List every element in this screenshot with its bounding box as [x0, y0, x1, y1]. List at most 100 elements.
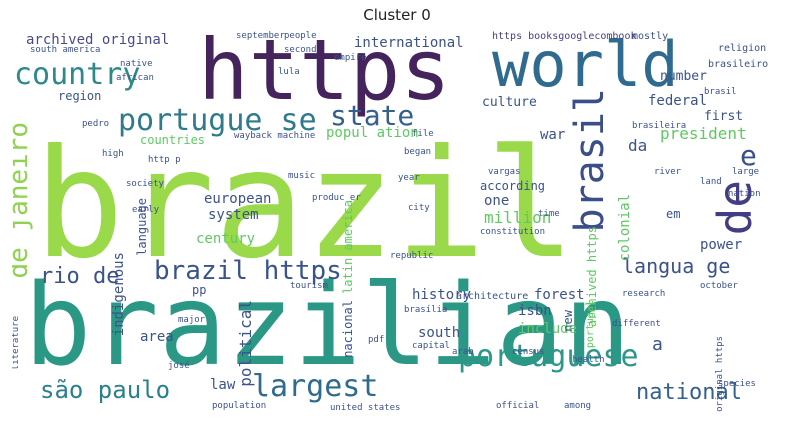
- word-cloud-word: culture: [482, 95, 537, 110]
- word-cloud-word: http p: [148, 155, 181, 165]
- word-cloud-word: brasil: [704, 87, 737, 97]
- word-cloud-word: wayback machine: [234, 131, 316, 141]
- word-cloud-word: among: [564, 401, 592, 411]
- word-cloud-word: major: [178, 315, 206, 325]
- word-cloud-word: popul ation: [326, 125, 419, 141]
- word-cloud-word: portugue se: [118, 103, 317, 138]
- word-cloud-word: according: [480, 179, 546, 193]
- word-cloud-word: century: [196, 231, 256, 247]
- word-cloud-word: early: [132, 205, 160, 215]
- word-cloud-word: countries: [140, 133, 206, 147]
- word-cloud-word: began: [404, 147, 432, 157]
- word-cloud-word: federal: [648, 93, 708, 109]
- word-cloud-word: arab: [452, 347, 474, 357]
- word-cloud-word: rio de: [40, 264, 120, 289]
- word-cloud-word: large: [732, 167, 760, 177]
- word-cloud-word: high: [102, 149, 124, 159]
- word-cloud-word: são paulo: [40, 376, 171, 404]
- word-cloud-word: world: [492, 30, 679, 101]
- word-cloud-word: brasília: [404, 305, 448, 315]
- word-cloud-word: united states: [330, 403, 401, 413]
- word-cloud-word: brazil https: [154, 256, 342, 286]
- word-cloud-word: vargas: [488, 167, 521, 177]
- word-cloud-word: time: [538, 209, 560, 219]
- word-cloud-word: lula: [278, 67, 300, 77]
- word-cloud-word: file: [412, 129, 434, 139]
- word-cloud-word: literature: [12, 316, 21, 371]
- word-cloud-word: country: [14, 57, 141, 92]
- word-cloud-word: original https: [715, 336, 725, 412]
- word-cloud-word: nacional: [341, 300, 355, 358]
- word-cloud-word: indigenous: [111, 252, 127, 337]
- word-cloud-word: portuguese: [458, 339, 639, 374]
- word-cloud-word: josé: [168, 361, 190, 371]
- word-cloud-word: produc er: [312, 193, 361, 203]
- word-cloud-word: da: [628, 136, 648, 155]
- word-cloud-word: city: [408, 203, 430, 213]
- word-cloud-word: mostly: [632, 31, 669, 42]
- word-cloud-word: em: [666, 207, 681, 221]
- word-cloud-word: european: [204, 191, 272, 207]
- word-cloud-word: river: [654, 167, 682, 177]
- word-cloud-word: a: [652, 334, 663, 355]
- word-cloud-word: architecture: [456, 291, 529, 302]
- word-cloud-word: one: [484, 193, 510, 209]
- word-cloud-word: october: [700, 281, 738, 291]
- word-cloud-word: history: [412, 287, 472, 303]
- word-cloud-word: society: [126, 179, 164, 189]
- word-cloud-word: health: [572, 355, 605, 365]
- word-cloud-word: south america: [30, 45, 101, 55]
- word-cloud-word: https: [198, 30, 451, 119]
- word-cloud-word: archived original: [26, 32, 170, 48]
- word-cloud-word: pdf: [368, 335, 385, 345]
- word-cloud-word: land: [700, 177, 722, 187]
- word-cloud-word: largest: [252, 369, 379, 404]
- word-cloud-word: music: [288, 171, 316, 181]
- word-cloud-word: second: [284, 45, 317, 55]
- word-cloud-word: african: [116, 73, 154, 83]
- word-cloud-word: area: [140, 329, 174, 345]
- word-cloud-word: portugal: [585, 300, 596, 349]
- word-cloud-word: different: [612, 319, 661, 329]
- word-cloud-word: tourism: [290, 281, 328, 291]
- word-cloud-word: pedro: [82, 119, 110, 129]
- word-cloud-word: international: [354, 35, 464, 51]
- word-cloud-word: religion: [718, 43, 767, 54]
- word-cloud-word: new: [561, 310, 575, 332]
- word-cloud-word: political: [236, 300, 255, 387]
- word-cloud-word: isbn: [518, 303, 552, 319]
- word-cloud-word: region: [58, 89, 102, 103]
- word-cloud-word: brazilian: [24, 261, 631, 391]
- word-cloud-word: official: [496, 401, 540, 411]
- word-cloud-word: september: [236, 31, 285, 41]
- word-cloud-word: de janeiro: [12, 122, 34, 279]
- word-cloud-word: brasileira: [632, 121, 687, 131]
- word-cloud-word: national: [636, 380, 742, 405]
- word-cloud-word: forest: [534, 287, 585, 303]
- word-cloud-word: capital: [412, 341, 450, 351]
- word-cloud-word: brasil: [567, 88, 613, 233]
- word-cloud-word: south: [418, 325, 461, 341]
- word-cloud-word: census: [512, 347, 545, 357]
- word-cloud-word: colonial: [617, 194, 633, 262]
- word-cloud-word: pp: [192, 283, 207, 297]
- word-cloud-word: year: [398, 173, 420, 183]
- word-cloud-word: state: [330, 99, 415, 132]
- word-cloud-word: https booksgooglecombook: [492, 31, 637, 42]
- word-cloud-word: brasileiro: [708, 59, 769, 70]
- word-cloud-word: e: [740, 139, 757, 172]
- word-cloud: brazil brazilian https world country portugue…: [12, 30, 782, 418]
- word-cloud-word: brazil: [34, 118, 576, 292]
- word-cloud-word: population: [212, 401, 267, 411]
- word-cloud-word: law: [210, 377, 236, 393]
- word-cloud-word: include: [518, 321, 578, 337]
- word-cloud-word: people: [284, 31, 317, 41]
- word-cloud-word: republic: [390, 251, 434, 261]
- word-cloud-word: number: [660, 69, 707, 84]
- word-cloud-word: system: [208, 207, 259, 223]
- word-cloud-word: first: [704, 109, 744, 124]
- word-cloud-word: constitution: [480, 227, 546, 237]
- word-cloud-word: nation: [728, 189, 761, 199]
- word-cloud-word: president: [660, 124, 747, 143]
- word-cloud-word: power: [700, 237, 743, 253]
